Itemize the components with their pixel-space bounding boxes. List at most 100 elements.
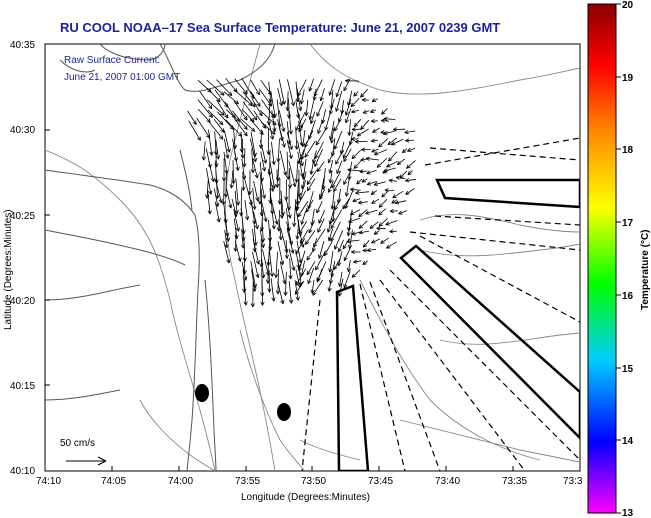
current-vector-head — [220, 93, 225, 96]
current-vector-head — [370, 118, 375, 122]
current-vector-head — [240, 154, 244, 159]
current-vector-head — [260, 301, 263, 306]
current-vector-head — [330, 238, 335, 242]
current-vector-head — [273, 160, 276, 165]
current-vector-head — [279, 102, 283, 107]
current-vector — [378, 218, 388, 227]
current-vector-head — [331, 217, 334, 222]
current-vector — [301, 210, 307, 225]
current-vector — [297, 149, 305, 164]
current-vector-head — [333, 266, 338, 270]
current-vector — [348, 119, 351, 136]
current-vector-head — [309, 119, 312, 124]
current-vector-head — [235, 167, 239, 171]
current-vector-head — [283, 172, 287, 176]
current-vector-head — [405, 190, 408, 195]
current-vector-head — [306, 272, 311, 276]
current-vector-head — [351, 154, 354, 159]
current-vector-head — [329, 268, 333, 273]
current-vector-head — [338, 282, 340, 287]
current-vector — [250, 79, 260, 96]
current-vector-head — [383, 118, 388, 122]
y-tick-label: 40:25 — [10, 211, 35, 222]
current-vector-head — [345, 192, 349, 197]
current-vector — [331, 260, 336, 278]
current-vector — [233, 128, 236, 149]
current-vector — [376, 158, 387, 168]
current-vector — [299, 180, 306, 200]
current-vector — [287, 79, 295, 106]
current-vector-head — [325, 127, 329, 131]
current-vector — [328, 180, 334, 193]
current-vector — [318, 240, 325, 259]
current-vector — [350, 97, 360, 107]
current-vector-head — [305, 240, 307, 245]
current-vector-head — [344, 111, 347, 116]
current-vector — [405, 188, 415, 195]
current-vector-head — [201, 156, 204, 161]
current-vector-head — [281, 101, 284, 106]
colorbar: 20 19 18 17 16 15 14 13 Temperature (°C) — [587, 0, 651, 518]
current-vector — [333, 178, 342, 192]
current-vector — [289, 258, 292, 280]
current-vector-head — [376, 163, 379, 168]
x-tick-label: 73:3 — [563, 476, 583, 487]
current-vector — [288, 248, 295, 271]
current-vector — [226, 188, 232, 209]
current-vector-head — [284, 254, 288, 259]
current-vector-head — [395, 202, 400, 205]
current-vector-head — [268, 199, 271, 204]
current-vector-head — [240, 244, 244, 249]
current-vector — [378, 198, 388, 208]
current-vector-head — [343, 88, 348, 92]
current-vector-head — [294, 178, 297, 183]
current-vector — [371, 198, 380, 204]
current-vector-head — [343, 284, 348, 289]
current-vector-head — [245, 216, 248, 221]
current-vector-head — [363, 245, 368, 248]
x-tick-label: 74:05 — [101, 476, 126, 487]
current-vector-head — [298, 264, 301, 269]
current-vector-head — [288, 130, 292, 135]
current-vector-head — [286, 114, 290, 119]
current-vector — [242, 101, 258, 121]
current-vector-head — [360, 159, 365, 162]
current-vector — [252, 158, 258, 179]
current-vector — [365, 157, 379, 161]
current-vector-head — [271, 225, 275, 230]
current-vector-head — [338, 248, 342, 253]
current-vector-head — [351, 129, 356, 132]
current-vector-head — [405, 140, 410, 143]
current-vector-head — [362, 243, 365, 248]
current-vector-head — [242, 154, 245, 159]
current-vector — [269, 250, 273, 277]
current-vector-head — [224, 105, 228, 108]
current-vector — [315, 250, 327, 271]
current-vector — [253, 221, 257, 246]
current-vector-head — [347, 227, 349, 232]
current-vector — [309, 78, 314, 92]
current-vector-head — [359, 232, 364, 235]
current-vector-head — [255, 241, 258, 246]
current-vector-head — [358, 224, 361, 229]
radar-site-marker — [277, 403, 291, 421]
current-vector-head — [285, 106, 288, 111]
x-tick-label: 73:40 — [435, 476, 460, 487]
current-vector — [336, 160, 343, 174]
current-vector-head — [294, 145, 298, 150]
current-vector-head — [273, 225, 276, 230]
current-vector — [199, 91, 213, 109]
current-vector — [316, 161, 325, 172]
current-vector-head — [369, 224, 373, 229]
current-vector — [333, 258, 341, 270]
current-vector-head — [407, 173, 412, 176]
current-vector-head — [384, 188, 389, 191]
current-vector-head — [329, 179, 333, 184]
current-vector-head — [210, 178, 214, 182]
current-vector — [261, 200, 267, 222]
current-vector-head — [273, 113, 275, 118]
current-vector — [314, 141, 324, 159]
current-vector-head — [250, 95, 255, 99]
current-vector-head — [398, 210, 402, 215]
current-vector — [289, 168, 291, 189]
